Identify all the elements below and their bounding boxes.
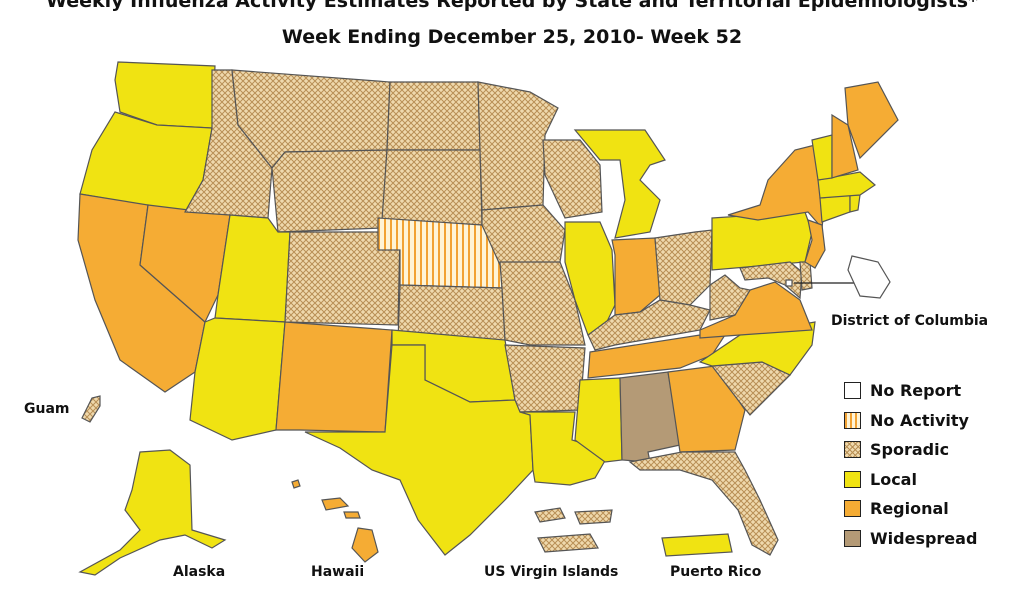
- label-puerto-rico: Puerto Rico: [670, 564, 762, 580]
- state-hawaii-maui[interactable]: [321, 497, 350, 511]
- state-west-virginia[interactable]: [709, 274, 751, 321]
- legend-item-sporadic: Sporadic: [844, 435, 977, 465]
- state-ohio[interactable]: [654, 229, 713, 306]
- state-rhode-island[interactable]: [849, 194, 861, 213]
- legend-label: Local: [870, 469, 917, 489]
- state-new-hampshire[interactable]: [831, 113, 859, 179]
- legend-swatch-no-activity: [844, 411, 861, 429]
- legend-label: No Report: [870, 381, 962, 401]
- legend-label: Regional: [870, 499, 949, 519]
- state-hawaii-big-island[interactable]: [351, 527, 379, 563]
- state-wisconsin[interactable]: [542, 139, 603, 219]
- state-kentucky[interactable]: [587, 299, 711, 351]
- legend-item-regional: Regional: [844, 494, 977, 524]
- state-indiana[interactable]: [611, 237, 661, 316]
- state-south-dakota[interactable]: [381, 149, 483, 226]
- state-district-of-columbia[interactable]: [785, 279, 793, 287]
- legend-item-local: Local: [844, 465, 977, 495]
- territory-usvi-st-john[interactable]: [574, 509, 613, 525]
- state-michigan[interactable]: [573, 129, 666, 239]
- state-mississippi[interactable]: [574, 377, 623, 463]
- state-minnesota[interactable]: [477, 81, 559, 211]
- legend: No Report No Activity Sporadic Local Reg…: [844, 376, 977, 553]
- state-texas[interactable]: [304, 344, 534, 556]
- state-maine[interactable]: [844, 81, 899, 160]
- map-title: Weekly Influenza Activity Estimates Repo…: [45, 0, 979, 12]
- dc-callout-box: [847, 255, 891, 299]
- legend-item-no-activity: No Activity: [844, 406, 977, 436]
- state-new-york[interactable]: [727, 144, 826, 230]
- territory-puerto-rico[interactable]: [661, 533, 733, 557]
- legend-swatch-local: [844, 470, 861, 488]
- label-alaska: Alaska: [173, 564, 226, 580]
- legend-label: Sporadic: [870, 440, 950, 460]
- label-guam: Guam: [24, 401, 70, 417]
- state-arkansas[interactable]: [504, 344, 586, 413]
- state-delaware[interactable]: [799, 261, 813, 291]
- state-new-mexico[interactable]: [275, 321, 393, 433]
- state-georgia[interactable]: [667, 365, 746, 453]
- legend-swatch-widespread: [844, 529, 861, 547]
- state-arizona[interactable]: [189, 317, 286, 441]
- state-louisiana[interactable]: [519, 411, 611, 486]
- state-florida[interactable]: [628, 451, 779, 556]
- legend-label: No Activity: [870, 410, 969, 430]
- state-wyoming[interactable]: [271, 149, 388, 233]
- legend-swatch-regional: [844, 500, 861, 518]
- state-hawaii-molokai[interactable]: [343, 511, 361, 519]
- state-north-dakota[interactable]: [386, 81, 481, 151]
- territory-guam[interactable]: [81, 395, 101, 423]
- map-subtitle: Week Ending December 25, 2010- Week 52: [281, 26, 743, 48]
- state-new-jersey[interactable]: [804, 219, 826, 269]
- state-hawaii[interactable]: [291, 479, 301, 489]
- state-missouri[interactable]: [499, 261, 586, 346]
- legend-swatch-no-report: [844, 382, 861, 400]
- legend-item-widespread: Widespread: [844, 524, 977, 554]
- state-connecticut[interactable]: [819, 194, 851, 223]
- label-usvi: US Virgin Islands: [484, 564, 619, 580]
- legend-swatch-sporadic: [844, 441, 861, 459]
- label-district-of-columbia: District of Columbia: [831, 313, 989, 329]
- territory-usvi-st-thomas[interactable]: [534, 507, 566, 523]
- state-alaska[interactable]: [78, 449, 227, 576]
- state-maryland[interactable]: [739, 261, 803, 300]
- territory-usvi-st-croix[interactable]: [537, 533, 599, 553]
- label-hawaii: Hawaii: [311, 564, 365, 580]
- legend-item-no-report: No Report: [844, 376, 977, 406]
- legend-label: Widespread: [870, 528, 978, 548]
- state-pennsylvania[interactable]: [711, 211, 813, 271]
